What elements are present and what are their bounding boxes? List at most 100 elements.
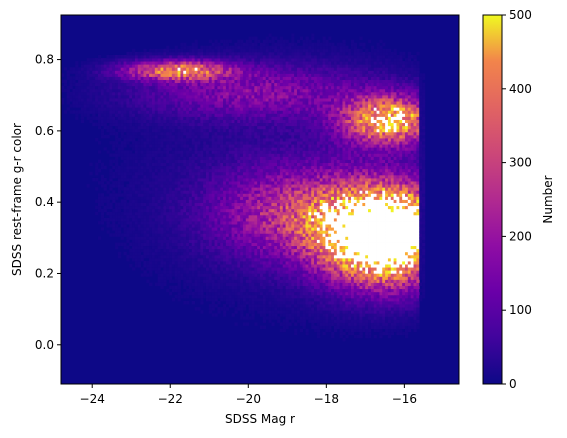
heatmap-cell — [350, 257, 355, 262]
heatmap-cell — [356, 187, 360, 191]
heatmap-cell — [342, 325, 346, 330]
heatmap-cell — [319, 322, 323, 326]
heatmap-cell — [362, 322, 366, 326]
heatmap-cell — [350, 297, 355, 302]
heatmap-cell — [260, 291, 264, 296]
heatmap-cell — [359, 279, 363, 283]
heatmap-cell — [410, 297, 414, 302]
heatmap-cell — [151, 227, 156, 231]
heatmap-cell — [214, 199, 218, 203]
heatmap-cell — [146, 261, 150, 265]
heatmap-cell — [402, 239, 406, 243]
heatmap-cell — [214, 214, 218, 219]
heatmap-cell — [342, 288, 346, 293]
heatmap-cell — [197, 245, 201, 250]
heatmap-cell — [319, 285, 323, 290]
heatmap-cell — [325, 285, 329, 290]
heatmap-cell — [333, 199, 338, 203]
heatmap-cell — [260, 251, 264, 256]
heatmap-cell — [251, 174, 255, 179]
heatmap-cell — [362, 285, 366, 290]
heatmap-cell — [314, 300, 318, 305]
heatmap-cell — [177, 242, 181, 247]
heatmap-cell — [416, 316, 420, 320]
heatmap-cell — [387, 193, 392, 197]
heatmap-cell — [157, 254, 161, 259]
heatmap-cell — [308, 300, 312, 305]
heatmap-cell — [186, 187, 190, 191]
heatmap-cell — [365, 193, 369, 197]
heatmap-cell — [274, 261, 278, 265]
heatmap-cell — [191, 184, 196, 188]
heatmap-cell — [376, 184, 380, 188]
heatmap-cell — [288, 190, 292, 194]
heatmap-cell — [370, 267, 375, 271]
heatmap-cell — [342, 227, 346, 231]
heatmap-cell — [248, 273, 252, 277]
heatmap-cell — [262, 196, 267, 200]
heatmap-cell — [154, 196, 159, 200]
heatmap-cell — [348, 196, 352, 200]
heatmap-cell — [197, 181, 201, 185]
heatmap-cell — [333, 325, 338, 330]
heatmap-cell — [197, 288, 201, 293]
heatmap-cell — [296, 307, 301, 311]
heatmap-cell — [370, 174, 375, 179]
heatmap-cell — [382, 227, 386, 231]
heatmap-cell — [103, 217, 107, 222]
heatmap-cell — [242, 214, 247, 219]
heatmap-cell — [368, 205, 372, 210]
heatmap-cell — [387, 310, 392, 314]
heatmap-cell — [277, 245, 281, 250]
heatmap-cell — [385, 264, 389, 268]
heatmap-cell — [254, 276, 258, 280]
heatmap-cell — [402, 261, 406, 265]
heatmap-cell — [282, 248, 286, 253]
heatmap-cell — [254, 261, 258, 265]
heatmap-cell — [376, 233, 380, 237]
heatmap-cell — [368, 307, 372, 311]
heatmap-cell — [240, 202, 244, 207]
heatmap-cell — [211, 294, 215, 299]
heatmap-cell — [302, 297, 306, 302]
heatmap-cell — [248, 187, 252, 191]
heatmap-cell — [288, 279, 292, 283]
heatmap-cell — [151, 251, 156, 256]
heatmap-cell — [325, 217, 329, 222]
heatmap-cell — [225, 242, 230, 247]
heatmap-cell — [291, 251, 295, 256]
heatmap-cell — [416, 233, 420, 237]
heatmap-cell — [265, 214, 269, 219]
heatmap-cell — [339, 184, 343, 188]
heatmap-cell — [402, 174, 406, 179]
heatmap-cell — [285, 230, 289, 234]
heatmap-cell — [305, 313, 309, 317]
heatmap-cell — [174, 171, 178, 176]
heatmap-cell — [197, 199, 201, 203]
heatmap-cell — [308, 184, 312, 188]
heatmap-cell — [331, 304, 335, 308]
heatmap-cell — [302, 273, 306, 277]
heatmap-cell — [220, 187, 224, 191]
heatmap-cell — [231, 202, 235, 207]
heatmap-cell — [353, 322, 358, 326]
heatmap-cell — [248, 270, 252, 274]
heatmap-cell — [322, 221, 326, 225]
heatmap-cell — [356, 288, 360, 293]
heatmap-cell — [368, 230, 372, 234]
heatmap-cell — [350, 325, 355, 330]
heatmap-cell — [257, 233, 261, 237]
heatmap-cell — [370, 273, 375, 277]
heatmap-cell — [228, 273, 232, 277]
heatmap-cell — [134, 245, 139, 250]
heatmap-cell — [174, 196, 178, 200]
heatmap-cell — [419, 214, 423, 219]
heatmap-cell — [331, 313, 335, 317]
heatmap-cell — [379, 233, 383, 237]
heatmap-cell — [228, 233, 232, 237]
heatmap-cell — [345, 217, 349, 222]
heatmap-cell — [399, 239, 403, 243]
heatmap-cell — [419, 257, 423, 262]
heatmap-cell — [416, 322, 420, 326]
heatmap-cell — [191, 230, 196, 234]
